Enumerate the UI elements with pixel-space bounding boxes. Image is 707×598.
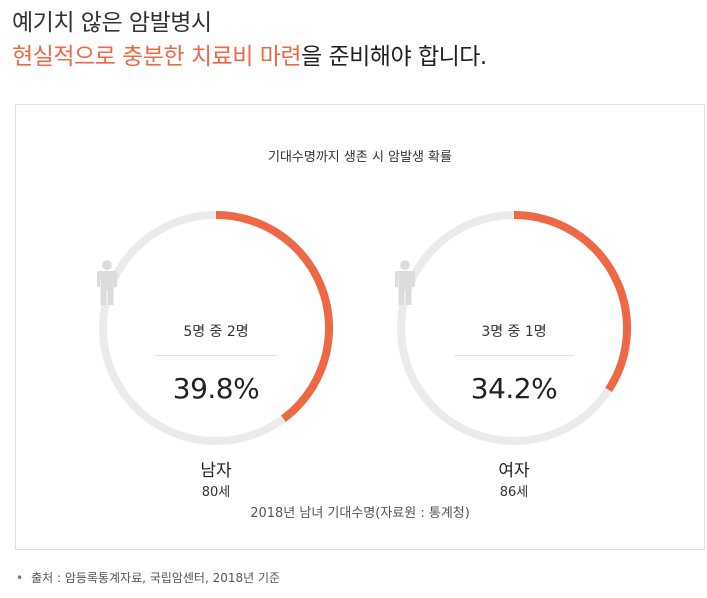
heading-line-1: 예기치 않은 암발병시 [12, 10, 212, 36]
person-icon [97, 260, 227, 306]
gender-label-male: 남자 [200, 461, 232, 481]
age-label-female: 86세 [499, 485, 529, 500]
heading-line-2: 현실적으로 충분한 치료비 마련을 준비해야 합니다. [12, 40, 487, 74]
person-icon [97, 260, 251, 306]
footnote: • 출처 : 암등록통계자료, 국립암센터, 2018년 기준 [16, 569, 280, 586]
gauge-progress-arc [397, 211, 631, 445]
chart-title: 기대수명까지 생존 시 암발생 확률 [268, 150, 452, 165]
people-icons [394, 260, 634, 308]
ratio-text: 3명 중 1명 [481, 324, 547, 340]
person-icon [395, 260, 525, 306]
person-icon-highlighted [97, 260, 203, 306]
age-label-male: 80세 [201, 485, 231, 500]
percentage-value: 39.8% [172, 372, 260, 405]
ratio-text: 5명 중 2명 [183, 324, 249, 340]
data-source-line: 2018년 남녀 기대수명(자료원 : 통계청) [250, 506, 470, 521]
footnote-text: 출처 : 암등록통계자료, 국립암센터, 2018년 기준 [31, 571, 281, 585]
heading-accent-text: 현실적으로 충분한 치료비 마련 [12, 44, 302, 70]
percentage-value: 34.2% [470, 372, 558, 405]
divider [454, 355, 574, 356]
gender-label-female: 여자 [498, 461, 530, 481]
heading-rest-text: 을 준비해야 합니다. [301, 44, 487, 70]
person-icon-highlighted [395, 260, 501, 306]
bullet-icon: • [16, 571, 24, 585]
person-icon [395, 260, 549, 306]
gauge-ring-svg [397, 211, 631, 445]
page-heading: 예기치 않은 암발병시 현실적으로 충분한 치료비 마련을 준비해야 합니다. [12, 6, 487, 74]
cancer-probability-card: 기대수명까지 생존 시 암발생 확률 5명 중 2명 39.8% 남자 80세 … [15, 104, 705, 550]
people-icons [96, 260, 336, 308]
gauge-progress-arc [99, 211, 333, 445]
person-icon [97, 260, 275, 306]
person-icon-highlighted [97, 260, 179, 306]
gauge-ring-svg [99, 211, 333, 445]
divider [156, 355, 276, 356]
